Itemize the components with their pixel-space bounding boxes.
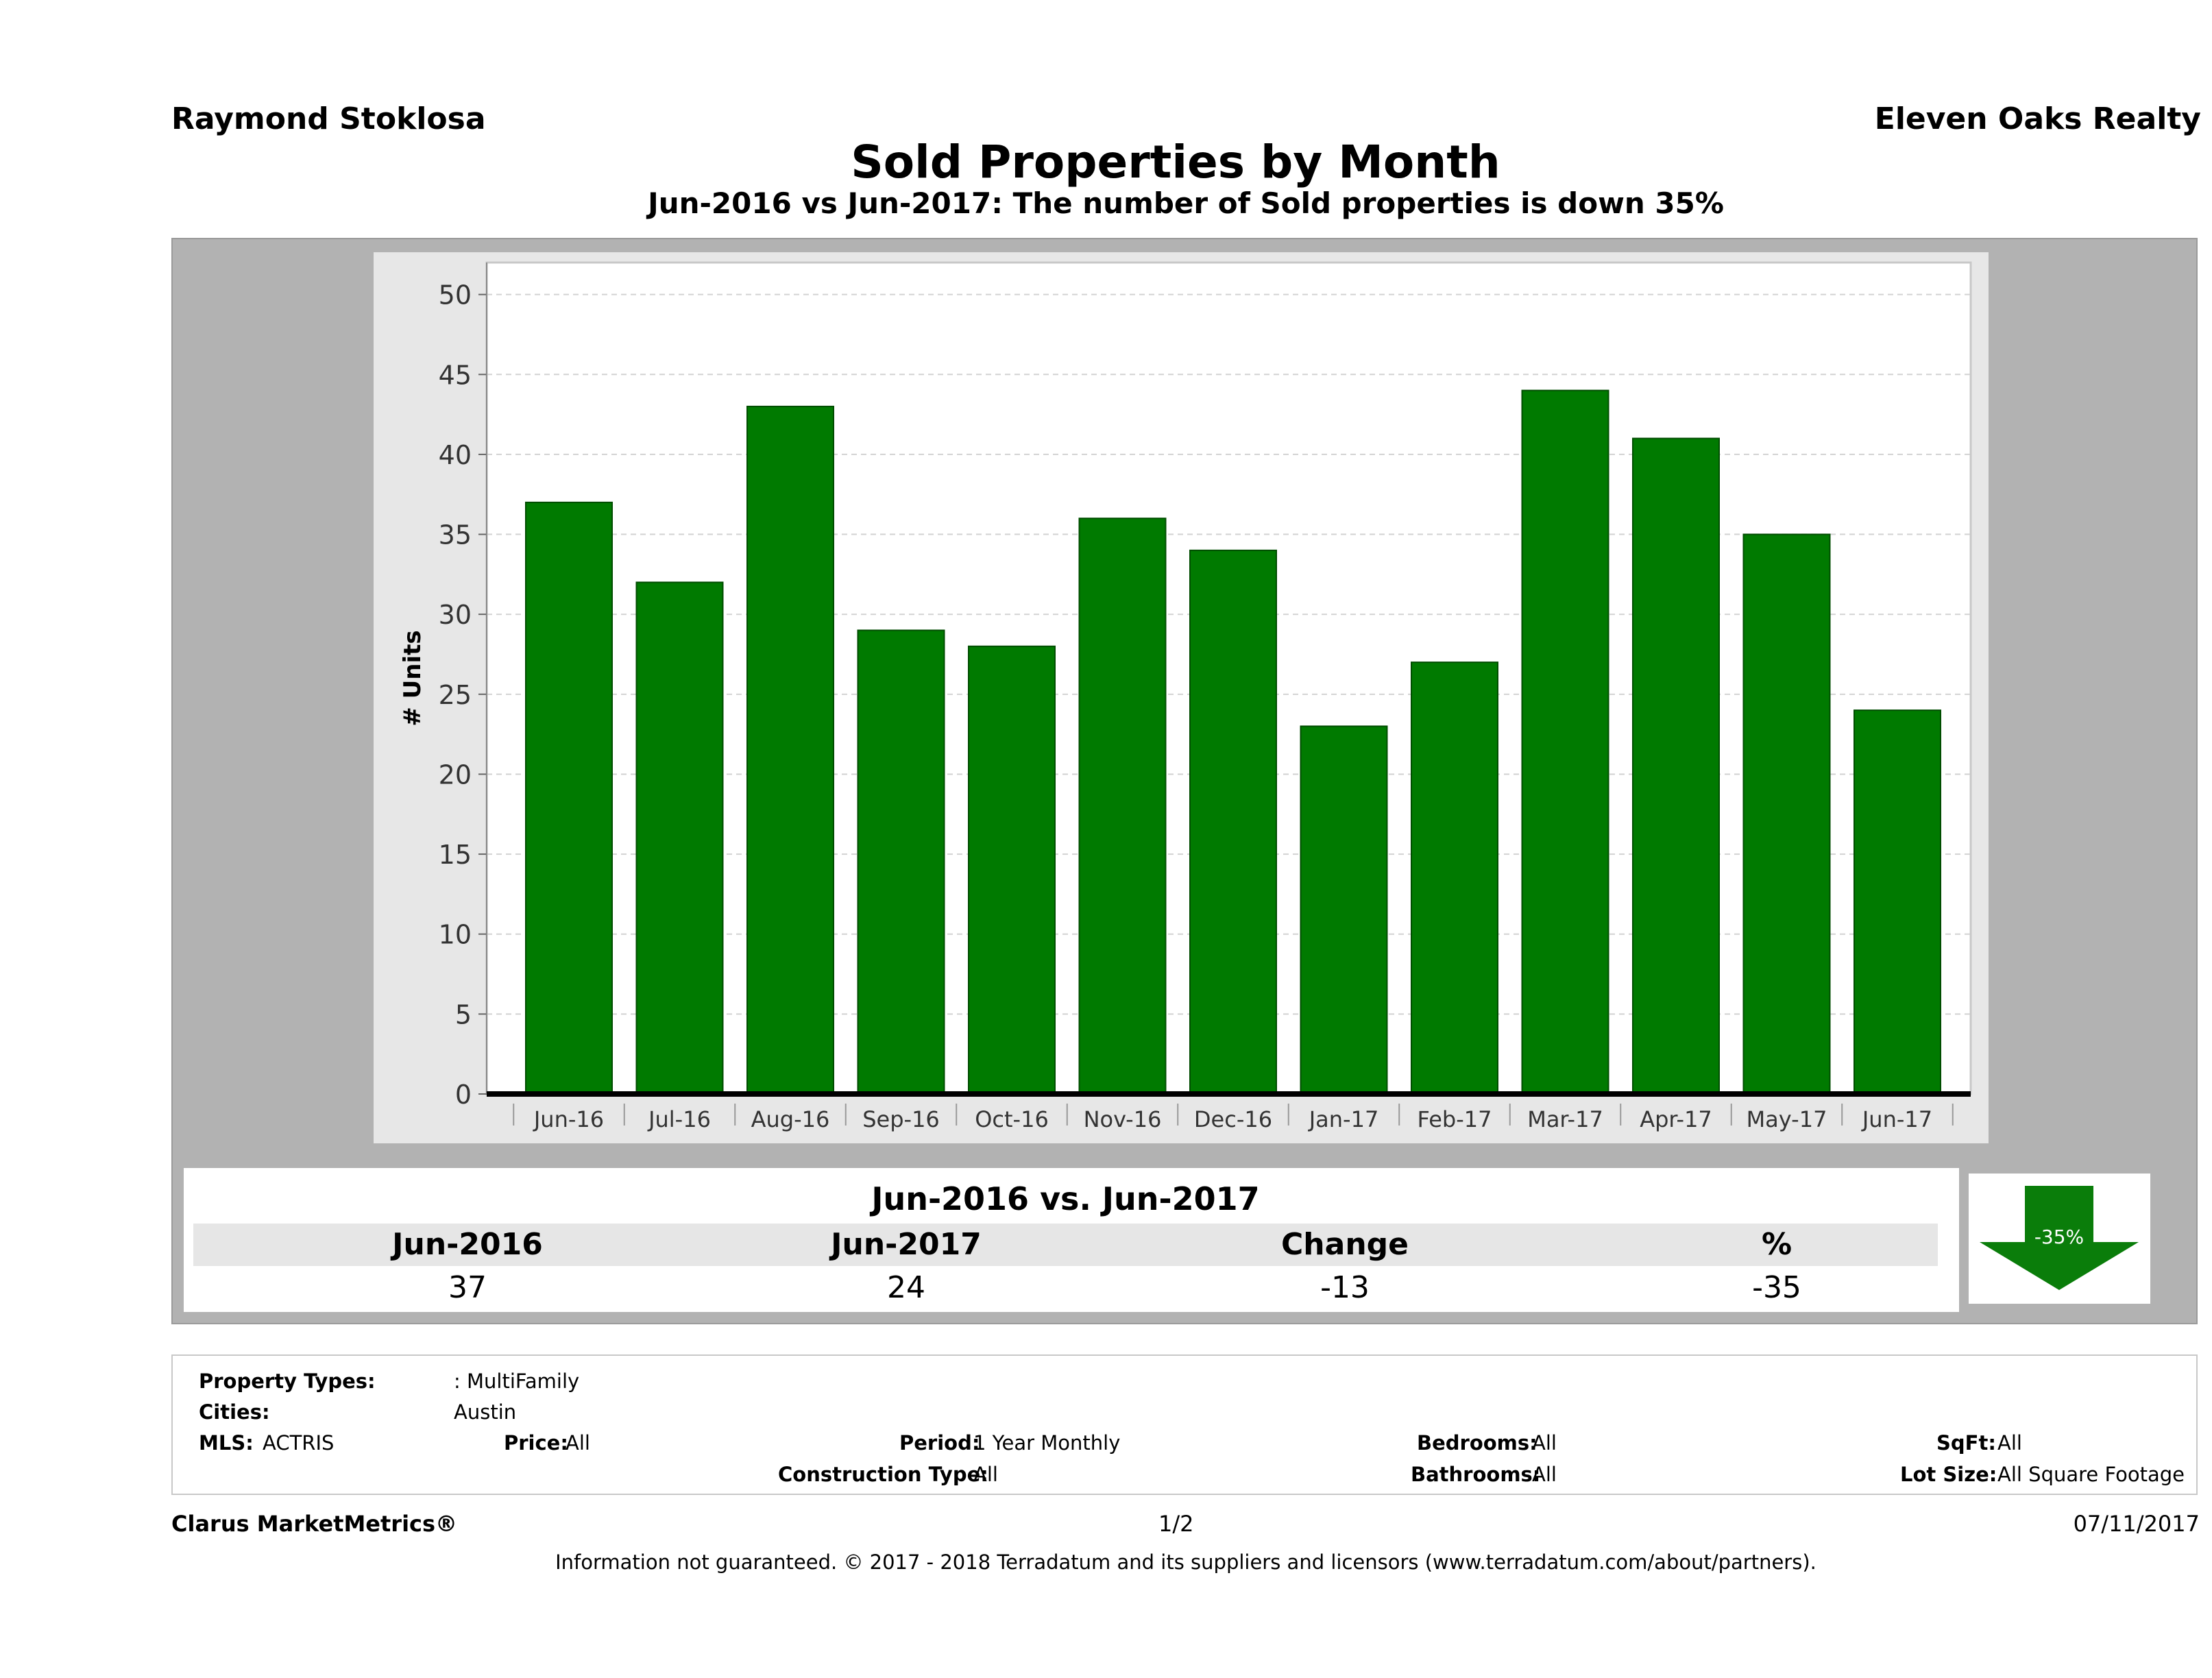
x-tick-label: Sep-16 bbox=[862, 1106, 940, 1132]
change-badge-panel: -35% bbox=[1969, 1174, 2150, 1304]
agent-name: Raymond Stoklosa bbox=[171, 101, 486, 136]
price-label: Price: bbox=[504, 1431, 568, 1455]
bathrooms-label: Bathrooms: bbox=[1411, 1463, 1541, 1486]
bar-Nov-16 bbox=[1078, 518, 1167, 1095]
bar-Oct-16 bbox=[968, 645, 1056, 1095]
x-tick-label: Jun-16 bbox=[533, 1106, 604, 1132]
bar-Jul-16 bbox=[635, 581, 724, 1095]
x-tick-label: Feb-17 bbox=[1418, 1106, 1492, 1132]
lot-size-label: Lot Size: bbox=[1900, 1463, 1997, 1486]
cities-label: Cities: bbox=[199, 1400, 270, 1424]
bedrooms-label: Bedrooms: bbox=[1417, 1431, 1538, 1455]
bar-Aug-16 bbox=[746, 405, 834, 1095]
property-types-value: : MultiFamily bbox=[454, 1370, 580, 1393]
bar-Sep-16 bbox=[857, 629, 945, 1095]
chart-title: Sold Properties by Month bbox=[851, 136, 1500, 189]
lot-size-value: All Square Footage bbox=[1997, 1463, 2185, 1486]
y-tick-label: 0 bbox=[455, 1080, 472, 1110]
x-tick-label: May-17 bbox=[1747, 1106, 1827, 1132]
bar-Jan-17 bbox=[1300, 725, 1388, 1095]
y-tick-label: 45 bbox=[439, 360, 472, 390]
bar-chart: 0 5 10 15 20 25 30 35 40 45 50 # Units Jun-16 Jul-16 A… bbox=[399, 261, 1972, 1132]
x-tick-label: Apr-17 bbox=[1640, 1106, 1712, 1132]
y-tick-label: 20 bbox=[439, 759, 472, 790]
change-badge-label: -35% bbox=[2034, 1226, 2084, 1248]
mls-label: MLS: bbox=[199, 1431, 254, 1455]
mls-value: ACTRIS bbox=[263, 1431, 335, 1455]
filter-criteria-panel: Property Types: : MultiFamily Cities: Au… bbox=[171, 1354, 2198, 1495]
product-name: Clarus MarketMetrics® bbox=[171, 1511, 458, 1537]
construction-type-value: All bbox=[973, 1463, 998, 1486]
x-tick-label: Mar-17 bbox=[1527, 1106, 1603, 1132]
down-arrow-shape bbox=[1980, 1186, 2139, 1290]
cities-value: Austin bbox=[454, 1400, 517, 1424]
summary-header-row: Jun-2016 Jun-2017 Change % bbox=[193, 1224, 1938, 1266]
bathrooms-value: All bbox=[1532, 1463, 1557, 1486]
y-tick-label: 35 bbox=[439, 520, 472, 550]
y-axis-title: # Units bbox=[399, 630, 426, 726]
chart-subtitle: Jun-2016 vs Jun-2017: The number of Sold… bbox=[648, 186, 1724, 220]
summary-header-percent: % bbox=[1761, 1227, 1792, 1262]
brokerage-name: Eleven Oaks Realty bbox=[1874, 101, 2201, 136]
summary-value-row: 37 24 -13 -35 bbox=[193, 1269, 1938, 1306]
period-value: 1 Year Monthly bbox=[973, 1431, 1121, 1455]
x-tick-label: Jul-16 bbox=[647, 1106, 711, 1132]
summary-header-jun-2016: Jun-2016 bbox=[392, 1227, 543, 1262]
bar-Dec-16 bbox=[1189, 549, 1277, 1095]
price-value: All bbox=[566, 1431, 590, 1455]
summary-header-jun-2017: Jun-2017 bbox=[831, 1227, 982, 1262]
bar-Jun-17 bbox=[1854, 709, 1941, 1095]
disclaimer: Information not guaranteed. © 2017 - 201… bbox=[555, 1551, 1816, 1574]
bar-Apr-17 bbox=[1632, 437, 1720, 1095]
y-tick-label: 50 bbox=[439, 280, 472, 311]
x-tick-label: Aug-16 bbox=[751, 1106, 830, 1132]
x-tick-label: Jun-17 bbox=[1861, 1106, 1932, 1132]
bar-Feb-17 bbox=[1411, 661, 1498, 1095]
down-arrow-icon: -35% bbox=[1980, 1186, 2139, 1290]
summary-value-change: -13 bbox=[1320, 1270, 1370, 1305]
construction-type-label: Construction Type: bbox=[778, 1463, 988, 1486]
bedrooms-value: All bbox=[1532, 1431, 1557, 1455]
bar-Jun-16 bbox=[525, 501, 613, 1095]
summary-value-jun-2016: 37 bbox=[448, 1270, 487, 1305]
summary-value-jun-2017: 24 bbox=[887, 1270, 925, 1305]
x-tick-label: Dec-16 bbox=[1194, 1106, 1272, 1132]
summary-title: Jun-2016 vs. Jun-2017 bbox=[193, 1178, 1938, 1220]
summary-value-percent: -35 bbox=[1752, 1270, 1801, 1305]
sqft-label: SqFt: bbox=[1936, 1431, 1996, 1455]
x-tick-label: Nov-16 bbox=[1084, 1106, 1162, 1132]
sqft-value: All bbox=[1997, 1431, 2022, 1455]
x-tick-label: Jan-17 bbox=[1308, 1106, 1379, 1132]
bar-Mar-17 bbox=[1521, 389, 1609, 1095]
y-tick-label: 30 bbox=[439, 600, 472, 630]
summary-header-change: Change bbox=[1281, 1227, 1409, 1262]
page-number: 1/2 bbox=[1158, 1511, 1194, 1537]
x-tick-label: Oct-16 bbox=[975, 1106, 1049, 1132]
y-tick-label: 15 bbox=[439, 840, 472, 870]
y-tick-label: 40 bbox=[439, 440, 472, 470]
y-tick-label: 5 bbox=[455, 999, 472, 1030]
y-tick-label: 10 bbox=[439, 920, 472, 950]
y-tick-label: 25 bbox=[439, 680, 472, 710]
property-types-label: Property Types: bbox=[199, 1370, 376, 1393]
period-label: Period: bbox=[899, 1431, 980, 1455]
bar-May-17 bbox=[1742, 533, 1831, 1095]
report-date: 07/11/2017 bbox=[2073, 1511, 2200, 1537]
